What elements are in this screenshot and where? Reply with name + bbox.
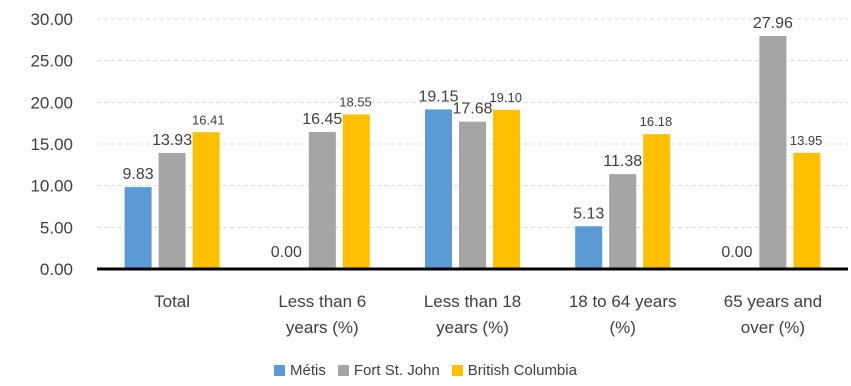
legend-swatch bbox=[451, 365, 463, 376]
data-label: 19.15 bbox=[418, 88, 458, 105]
category-label: years (%) bbox=[286, 318, 359, 337]
data-label: 16.41 bbox=[192, 112, 225, 127]
category-label: Total bbox=[154, 292, 190, 311]
bar bbox=[342, 114, 370, 270]
data-label: 13.93 bbox=[152, 132, 192, 149]
data-label: 0.00 bbox=[271, 244, 302, 261]
data-label: 27.96 bbox=[753, 15, 793, 32]
category-label: 65 years and bbox=[724, 292, 822, 311]
category-labels: Total Less than 6 years (%) Less than 18 yea… bbox=[154, 292, 822, 337]
data-label: 19.10 bbox=[489, 90, 522, 105]
category-label: Less than 6 bbox=[278, 292, 366, 311]
legend-label: Fort St. John bbox=[353, 362, 440, 379]
bar bbox=[192, 132, 220, 269]
data-label: 5.13 bbox=[573, 205, 604, 222]
bar bbox=[759, 36, 787, 269]
data-label: 16.18 bbox=[640, 114, 673, 129]
category-label: over (%) bbox=[741, 318, 805, 337]
bar bbox=[793, 152, 821, 269]
bars bbox=[124, 36, 821, 270]
gridlines bbox=[97, 18, 848, 228]
bar bbox=[425, 109, 452, 270]
y-tick-label: 25.00 bbox=[30, 52, 73, 71]
category-label: years (%) bbox=[436, 318, 509, 337]
data-label: 16.45 bbox=[302, 111, 342, 128]
data-label: 18.55 bbox=[339, 94, 372, 109]
category-label: (%) bbox=[609, 318, 635, 337]
legend: Métis Fort St. John British Columbia bbox=[0, 362, 851, 380]
bar bbox=[643, 134, 671, 269]
y-tick-label: 20.00 bbox=[30, 93, 73, 112]
category-label: Less than 18 bbox=[424, 292, 521, 311]
bar bbox=[459, 121, 486, 270]
legend-label: Métis bbox=[290, 362, 326, 379]
bar bbox=[158, 152, 186, 269]
bar-chart: 0.00 5.00 10.00 15.00 20.00 25.00 30.00 9.83 13… bbox=[30, 10, 848, 337]
data-label: 0.00 bbox=[721, 244, 752, 261]
legend-item: Fort St. John bbox=[337, 362, 440, 379]
bar bbox=[493, 109, 520, 269]
y-axis-ticks: 0.00 5.00 10.00 15.00 20.00 25.00 30.00 bbox=[30, 10, 73, 279]
y-tick-label: 0.00 bbox=[40, 260, 73, 279]
data-label: 13.95 bbox=[790, 133, 823, 148]
legend-item: Métis bbox=[274, 362, 326, 379]
bar bbox=[609, 174, 637, 269]
legend-swatch bbox=[337, 365, 349, 376]
bar bbox=[124, 187, 152, 269]
data-label: 17.68 bbox=[452, 101, 492, 118]
data-label: 11.38 bbox=[603, 153, 642, 170]
category-label: 18 to 64 years bbox=[569, 292, 677, 311]
y-tick-label: 30.00 bbox=[30, 10, 73, 29]
legend-item: British Columbia bbox=[451, 362, 577, 379]
y-tick-label: 5.00 bbox=[40, 218, 73, 237]
legend-swatch bbox=[274, 365, 286, 376]
bar bbox=[308, 131, 336, 269]
y-tick-label: 15.00 bbox=[30, 135, 73, 154]
data-label: 9.83 bbox=[123, 166, 154, 183]
bar bbox=[575, 226, 603, 269]
y-tick-label: 10.00 bbox=[30, 177, 73, 196]
legend-label: British Columbia bbox=[467, 362, 577, 379]
